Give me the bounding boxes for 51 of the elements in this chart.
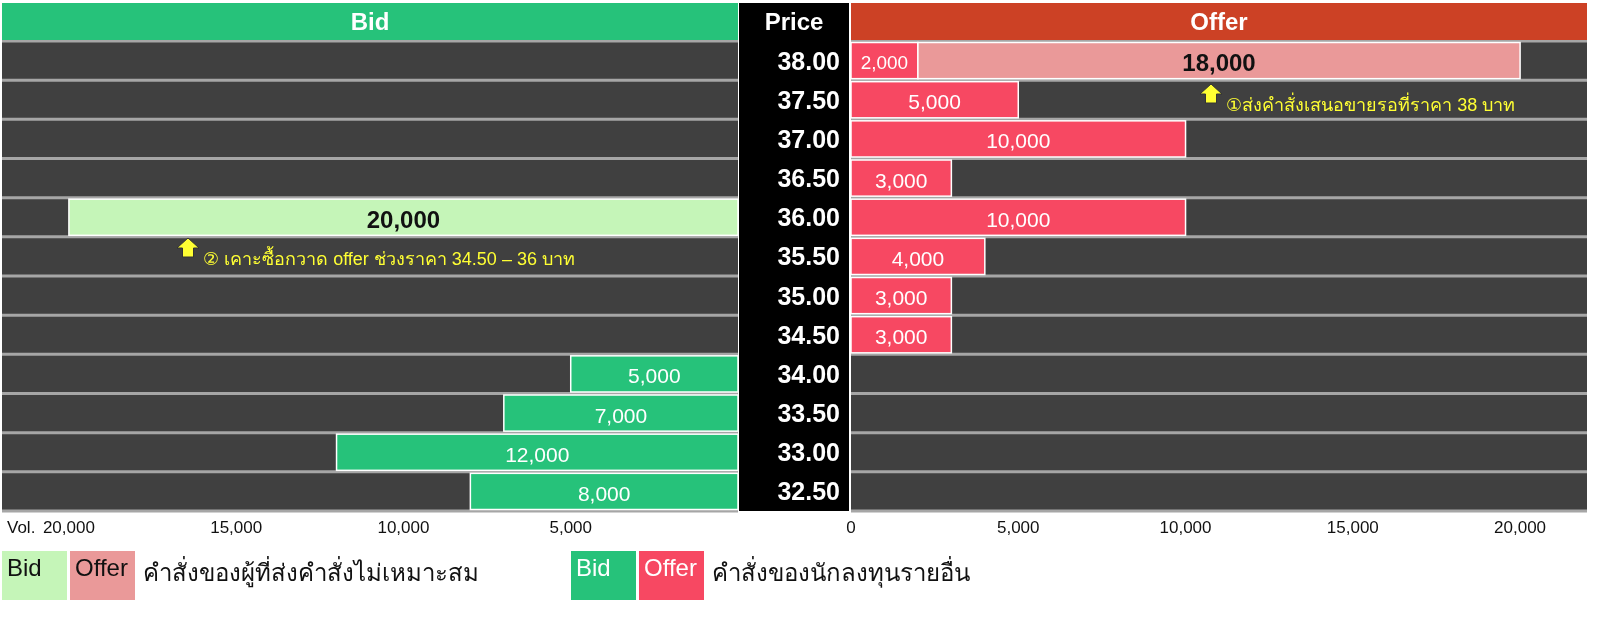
y-tick-label: 36.00 bbox=[777, 203, 840, 232]
data-label: 3,000 bbox=[874, 325, 928, 349]
legend-label: คำสั่งของผู้ที่ส่งคำสั่งไม่เหมาะสม bbox=[143, 556, 479, 588]
x-tick-label: 10,000 bbox=[377, 518, 430, 537]
chart-title: Bid bbox=[7, 554, 42, 581]
x-tick-label: 0 bbox=[846, 518, 856, 537]
data-label: 3,000 bbox=[874, 286, 928, 310]
bar bbox=[68, 198, 739, 237]
y-tick-label: 33.50 bbox=[777, 399, 840, 428]
y-tick-label: 35.00 bbox=[777, 281, 840, 310]
y-axis-title: Price bbox=[764, 8, 824, 35]
data-label: 3,000 bbox=[874, 168, 928, 192]
y-tick-label: 35.50 bbox=[777, 242, 840, 271]
x-tick-label: 10,000 bbox=[1159, 518, 1212, 537]
y-tick-label: 34.50 bbox=[777, 320, 840, 349]
legend-label: คำสั่งของนักลงทุนรายอื่น bbox=[712, 556, 970, 588]
chart-title: Bid bbox=[350, 8, 390, 35]
x-tick-label: 15,000 bbox=[210, 518, 263, 537]
x-tick-label: 20,000 bbox=[42, 518, 95, 537]
data-label: 4,000 bbox=[891, 246, 945, 270]
annotation: ② เคาะซื้อกวาด offer ช่วงราคา 34.50 – 36 บาท bbox=[203, 246, 575, 269]
y-tick-label: 32.50 bbox=[777, 477, 840, 506]
bar bbox=[850, 237, 986, 276]
data-label: 12,000 bbox=[505, 442, 570, 466]
x-tick-label: 5,000 bbox=[549, 518, 592, 537]
bar bbox=[850, 315, 953, 354]
data-label: 10,000 bbox=[986, 129, 1051, 153]
data-label: 8,000 bbox=[577, 481, 631, 505]
y-tick-label: 33.00 bbox=[777, 438, 840, 467]
y-tick-label: 36.50 bbox=[777, 164, 840, 193]
data-label: 7,000 bbox=[594, 403, 648, 427]
data-label: 18,000 bbox=[1182, 49, 1256, 77]
data-label: 5,000 bbox=[628, 364, 681, 388]
data-label: 20,000 bbox=[366, 206, 441, 234]
chart-title: Offer bbox=[644, 554, 697, 581]
x-axis-title: Vol. bbox=[7, 518, 36, 537]
chart-title: Offer bbox=[1190, 8, 1248, 35]
x-tick-label: 15,000 bbox=[1326, 518, 1379, 537]
chart-title: Offer bbox=[75, 554, 128, 581]
y-tick-label: 37.50 bbox=[777, 85, 840, 114]
y-tick-label: 38.00 bbox=[777, 46, 840, 75]
x-tick-label: 20,000 bbox=[1494, 518, 1547, 537]
y-tick-label: 37.00 bbox=[777, 124, 840, 153]
annotation: ①ส่งคำสั่งเสนอขายรอที่ราคา 38 บาท bbox=[1226, 92, 1516, 115]
data-label: 2,000 bbox=[860, 52, 909, 74]
y-tick-label: 34.00 bbox=[777, 359, 840, 388]
data-label: 5,000 bbox=[908, 90, 961, 114]
data-label: 10,000 bbox=[986, 207, 1051, 231]
chart-title: Bid bbox=[576, 554, 611, 581]
bar bbox=[469, 472, 739, 511]
x-tick-label: 5,000 bbox=[997, 518, 1040, 537]
